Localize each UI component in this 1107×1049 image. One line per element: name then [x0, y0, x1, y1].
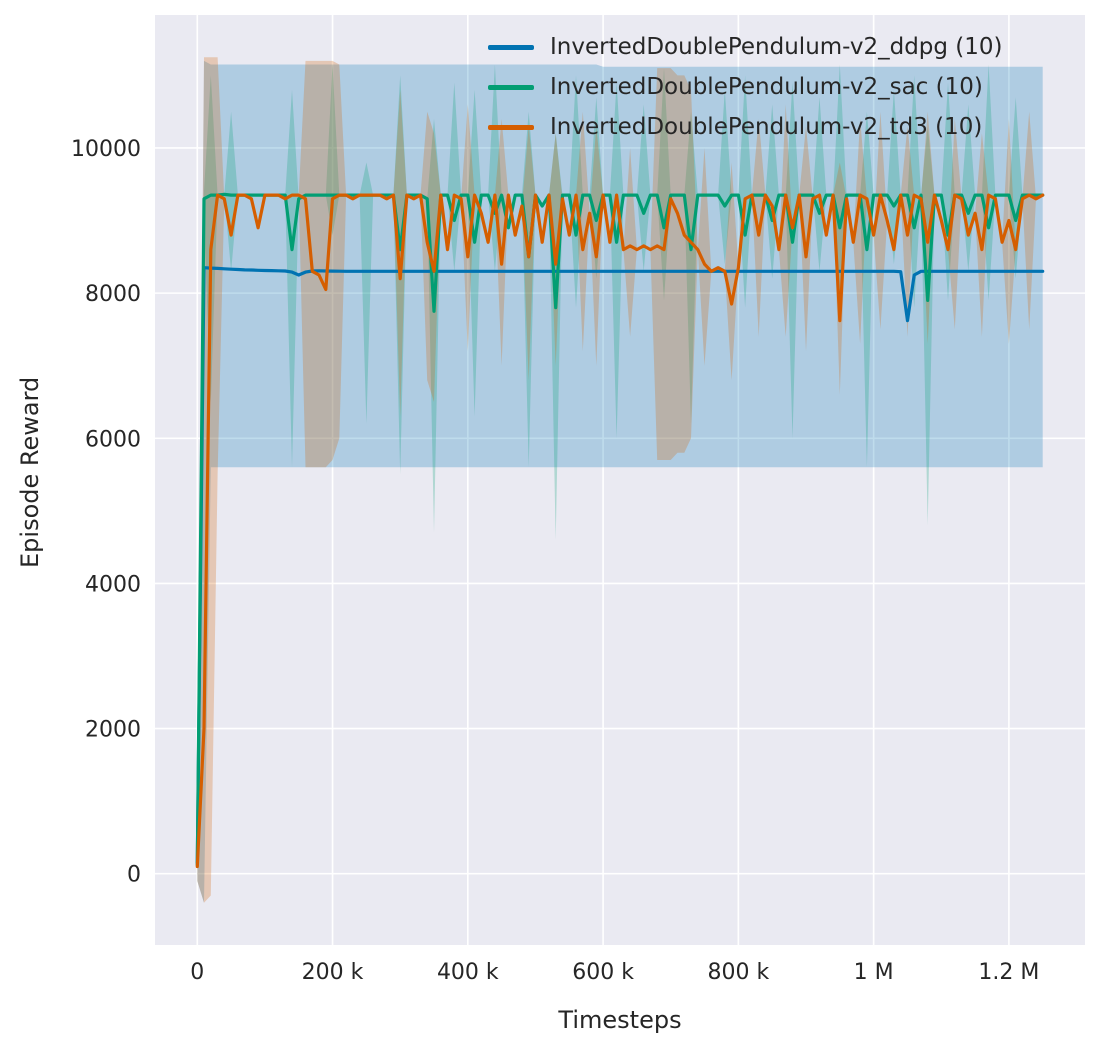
legend-swatch-ddpg [488, 45, 534, 50]
legend-item-td3: InvertedDoublePendulum-v2_td3 (10) [488, 114, 1003, 141]
series-td3-line [195, 193, 1045, 869]
y-tick-label-10000: 10000 [71, 137, 141, 162]
legend-item-sac: InvertedDoublePendulum-v2_sac (10) [488, 74, 1003, 101]
plot-background [155, 15, 1085, 945]
legend-label-sac: InvertedDoublePendulum-v2_sac (10) [550, 74, 983, 100]
legend-item-ddpg: InvertedDoublePendulum-v2_ddpg (10) [488, 34, 1003, 61]
legend: InvertedDoublePendulum-v2_ddpg (10) Inve… [488, 34, 1003, 141]
y-tick-label-6000: 6000 [85, 427, 141, 452]
x-tick-label-400k: 400 k [437, 960, 499, 985]
x-tick-label-800k: 800 k [707, 960, 769, 985]
x-tick-label-1M: 1 M [854, 960, 894, 985]
y-tick-label-2000: 2000 [85, 718, 141, 743]
x-axis-label: Timesteps [558, 1006, 682, 1034]
legend-swatch-td3 [488, 125, 534, 130]
legend-label-ddpg: InvertedDoublePendulum-v2_ddpg (10) [550, 34, 1003, 60]
x-tick-label-0: 0 [190, 960, 204, 985]
series-ddpg-line [195, 266, 1045, 865]
y-tick-label-4000: 4000 [85, 572, 141, 597]
legend-swatch-sac [488, 85, 534, 90]
x-tick-label-1.2M: 1.2 M [978, 960, 1039, 985]
y-tick-label-8000: 8000 [85, 282, 141, 307]
x-tick-label-200k: 200 k [302, 960, 364, 985]
x-tick-label-600k: 600 k [572, 960, 634, 985]
y-tick-label-0: 0 [127, 863, 141, 888]
legend-label-td3: InvertedDoublePendulum-v2_td3 (10) [550, 114, 983, 140]
y-axis-label: Episode Reward [16, 376, 44, 568]
